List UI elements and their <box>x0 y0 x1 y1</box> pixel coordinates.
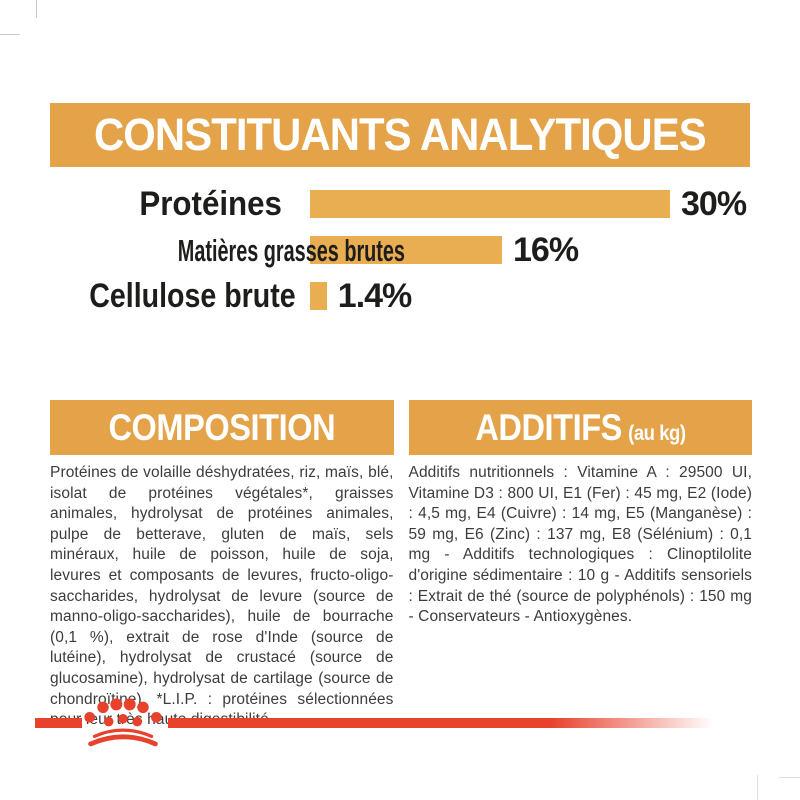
bar-zone: 16% <box>310 230 579 270</box>
composition-title: COMPOSITION <box>108 406 336 448</box>
bar-zone: 1.4% <box>310 276 412 316</box>
bar-value-label: 16% <box>513 230 579 269</box>
chart-category-text: Cellulose brute <box>89 276 296 315</box>
chart-category-text: Protéines <box>139 184 282 223</box>
chart-row-proteines: Protéines 30% <box>50 181 760 227</box>
crop-mark-top-left-horizontal <box>0 34 20 35</box>
bar-cellulose <box>310 282 327 310</box>
crop-mark-bottom-right-horizontal <box>779 777 800 778</box>
additifs-title: ADDITIFS (au kg) <box>475 406 686 449</box>
chart-category-label: Cellulose brute <box>50 277 295 316</box>
composition-body-text: Protéines de volaille déshydratées, riz,… <box>50 464 394 729</box>
bar-value-label: 1.4% <box>337 276 412 315</box>
composition-column: COMPOSITION Protéines de volaille déshyd… <box>50 400 394 731</box>
bar-zone: 30% <box>310 184 747 224</box>
additifs-title-main: ADDITIFS <box>475 406 622 448</box>
additifs-body-text: Additifs nutritionnels : Vitamine A : 29… <box>408 464 752 626</box>
additifs-column: ADDITIFS (au kg) Additifs nutritionnels :… <box>408 400 752 731</box>
royal-canin-crown-icon <box>84 698 162 747</box>
bar-value-label: 30% <box>681 184 747 223</box>
footer-red-rule-right <box>168 718 714 728</box>
additifs-title-suffix: (au kg) <box>627 421 686 445</box>
crop-mark-top-left-vertical <box>36 0 37 18</box>
bar-matieres-grasses <box>310 236 502 264</box>
bar-proteines <box>310 190 670 218</box>
chart-row-matieres-grasses: Matières grasses brutes 16% <box>50 227 760 273</box>
composition-banner: COMPOSITION <box>50 400 394 455</box>
chart-category-label: Matières grasses brutes <box>50 231 405 270</box>
analytical-bar-chart: Protéines 30% Matières grasses brutes 16… <box>50 181 760 319</box>
analytical-constituents-title: CONSTITUANTS ANALYTIQUES <box>94 109 707 160</box>
composition-additifs-columns: COMPOSITION Protéines de volaille déshyd… <box>50 400 752 731</box>
crop-mark-bottom-right-vertical <box>757 775 758 800</box>
footer-red-rule-left <box>35 718 82 728</box>
chart-category-text: Matières grasses brutes <box>177 232 405 268</box>
chart-category-label: Protéines <box>50 185 282 224</box>
additifs-banner: ADDITIFS (au kg) <box>408 400 752 455</box>
chart-row-cellulose: Cellulose brute 1.4% <box>50 273 760 319</box>
analytical-constituents-banner: CONSTITUANTS ANALYTIQUES <box>50 103 750 167</box>
